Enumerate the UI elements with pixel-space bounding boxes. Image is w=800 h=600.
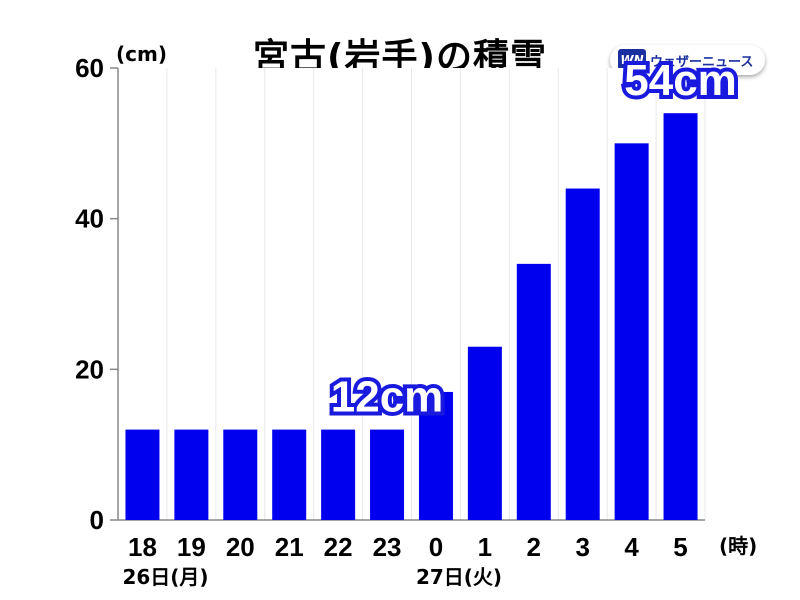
x-tick-label: 0 xyxy=(429,532,443,562)
bar xyxy=(418,391,453,520)
x-tick-label: 5 xyxy=(673,532,687,562)
bar xyxy=(321,429,356,520)
x-tick-label: 4 xyxy=(624,532,639,562)
x-tick-label: 19 xyxy=(177,532,206,562)
bar xyxy=(174,429,209,520)
x-tick-label: 20 xyxy=(226,532,255,562)
value-callout: 54cm xyxy=(624,56,737,105)
y-tick-label: 40 xyxy=(75,204,104,234)
x-tick-label: 22 xyxy=(324,532,353,562)
x-tick-label: 1 xyxy=(478,532,492,562)
y-tick-label: 60 xyxy=(75,53,104,83)
bar xyxy=(272,429,307,520)
x-tick-label: 23 xyxy=(373,532,402,562)
y-axis-unit-label: (cm) xyxy=(116,42,167,66)
value-callout: 12cm xyxy=(331,373,444,422)
x-tick-label: 3 xyxy=(575,532,589,562)
bar xyxy=(223,429,258,520)
date-label: 27日(火) xyxy=(416,565,502,589)
date-label: 26日(月) xyxy=(122,565,208,589)
y-tick-label: 0 xyxy=(90,505,104,535)
x-axis-unit-label: (時) xyxy=(719,534,757,558)
bar xyxy=(565,188,600,521)
weathernews-logo-icon: WN xyxy=(618,49,646,71)
bar xyxy=(614,143,649,521)
bar xyxy=(370,429,405,520)
x-tick-label: 21 xyxy=(275,532,304,562)
bar xyxy=(125,429,160,520)
bar xyxy=(663,113,698,520)
y-tick-label: 20 xyxy=(75,354,104,384)
bar xyxy=(516,263,551,520)
weathernews-logo: WN ウェザーニュース xyxy=(610,45,765,75)
weathernews-logo-text: ウェザーニュース xyxy=(650,54,754,70)
x-tick-label: 2 xyxy=(527,532,541,562)
bar xyxy=(467,346,502,520)
x-tick-label: 18 xyxy=(128,532,157,562)
